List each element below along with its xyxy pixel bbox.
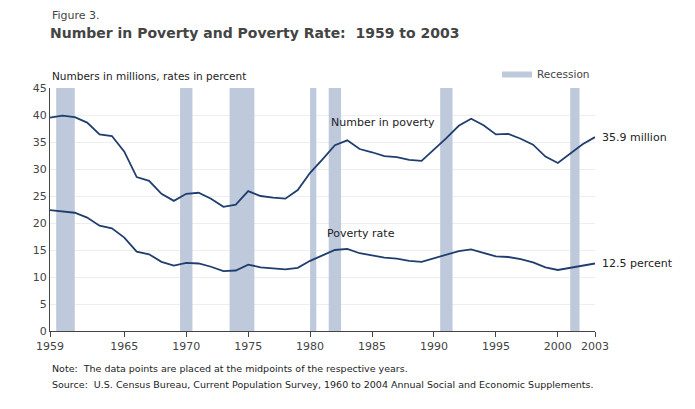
- svg-text:Numbers in millions, rates in: Numbers in millions, rates in percent: [52, 70, 246, 82]
- svg-text:45: 45: [33, 82, 47, 95]
- svg-text:30: 30: [33, 163, 47, 176]
- svg-text:10: 10: [33, 271, 47, 284]
- svg-text:12.5 percent: 12.5 percent: [602, 257, 673, 270]
- svg-text:Number in poverty: Number in poverty: [331, 116, 435, 129]
- svg-text:40: 40: [33, 109, 47, 122]
- svg-text:1980: 1980: [296, 340, 324, 353]
- svg-text:Figure 3.: Figure 3.: [52, 9, 100, 22]
- svg-text:35.9 million: 35.9 million: [602, 131, 667, 144]
- svg-text:1985: 1985: [358, 340, 386, 353]
- svg-text:2000: 2000: [544, 340, 572, 353]
- svg-text:20: 20: [33, 217, 47, 230]
- svg-text:1995: 1995: [482, 340, 510, 353]
- svg-text:Poverty rate: Poverty rate: [327, 227, 395, 240]
- svg-text:1970: 1970: [172, 340, 200, 353]
- svg-text:Note: The data points are pla: Note: The data points are placed at the …: [52, 363, 408, 374]
- svg-text:15: 15: [33, 244, 47, 257]
- svg-text:1975: 1975: [234, 340, 262, 353]
- svg-text:1959: 1959: [36, 340, 64, 353]
- svg-text:Source: U.S. Census Bureau, C: Source: U.S. Census Bureau, Current Popu…: [52, 379, 594, 390]
- svg-text:5: 5: [40, 298, 47, 311]
- svg-text:1990: 1990: [420, 340, 448, 353]
- svg-text:2003: 2003: [581, 340, 609, 353]
- svg-text:Recession: Recession: [537, 68, 589, 80]
- svg-text:25: 25: [33, 190, 47, 203]
- svg-text:Number in Poverty and Poverty: Number in Poverty and Poverty Rate: 1959…: [50, 25, 459, 41]
- svg-text:1965: 1965: [110, 340, 138, 353]
- svg-text:0: 0: [40, 325, 47, 338]
- svg-text:35: 35: [33, 136, 47, 149]
